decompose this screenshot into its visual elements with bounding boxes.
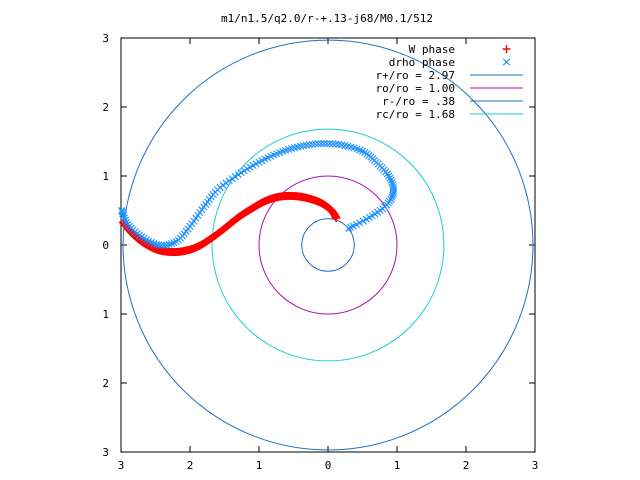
drho-phase-marker (332, 140, 340, 148)
y-tick-label: 1 (102, 308, 109, 321)
y-tick-label: 2 (102, 377, 109, 390)
drho-phase-marker (387, 176, 395, 184)
y-tick-label: 3 (102, 446, 109, 459)
drho-phase-marker (305, 141, 313, 149)
drho-phase-marker (311, 140, 319, 148)
drho-phase-marker (314, 140, 322, 148)
drho-phase-marker (120, 214, 128, 222)
drho-phase-marker (122, 218, 131, 226)
drho-phase-marker (345, 224, 353, 233)
drho-phase-marker (228, 175, 236, 183)
drho-phase-marker (118, 206, 126, 215)
drho-phase-marker (323, 139, 331, 148)
y-tick-label: 3 (102, 32, 109, 45)
y-tick-label: 1 (102, 170, 109, 183)
reference-circle (122, 39, 534, 451)
drho-phase-marker (388, 178, 396, 187)
drho-phase-marker (225, 177, 233, 185)
data-markers (118, 139, 398, 257)
x-tick-label: 1 (394, 459, 401, 472)
drho-phase-marker (231, 173, 239, 181)
x-tick-label: 2 (463, 459, 470, 472)
reference-circles (122, 39, 534, 451)
legend-marker (502, 45, 511, 53)
drho-phase-marker (338, 141, 346, 149)
x-tick-label: 1 (256, 459, 263, 472)
legend-label: drho phase (389, 56, 455, 69)
drho-phase-marker (317, 139, 325, 148)
drho-phase-marker (388, 193, 396, 201)
reference-circle (301, 218, 355, 272)
drho-phase-marker (119, 211, 128, 220)
legend-label: W phase (409, 43, 455, 56)
x-tick-label: 2 (187, 459, 194, 472)
x-tick-label: 3 (118, 459, 125, 472)
drho-phase-marker (329, 140, 337, 148)
drho-phase-marker (320, 139, 328, 148)
x-tick-label: 0 (325, 459, 332, 472)
legend-label: rc/ro = 1.68 (376, 108, 455, 121)
drho-phase-marker (359, 217, 367, 225)
drho-phase-marker (308, 140, 316, 148)
drho-phase-marker (387, 195, 395, 203)
chart-title: m1/n1.5/q2.0/r-+.13-j68/M0.1/512 (221, 12, 433, 25)
x-tick-label: 3 (532, 459, 539, 472)
drho-phase-marker (121, 216, 129, 224)
drho-phase-marker (352, 220, 360, 229)
y-tick-label: 0 (102, 239, 109, 252)
drho-phase-marker (152, 240, 161, 249)
drho-phase-marker (155, 241, 163, 249)
reference-circle (258, 175, 398, 315)
legend-label: r-/ro = .38 (382, 95, 455, 108)
drho-phase-marker (170, 239, 178, 247)
drho-phase-marker (335, 140, 343, 149)
legend-label: r+/ro = 2.97 (376, 69, 455, 82)
drho-phase-marker (356, 219, 364, 227)
drho-phase-marker (326, 140, 334, 148)
legend-marker (502, 58, 511, 66)
legend-label: ro/ro = 1.00 (376, 82, 455, 95)
drho-phase-marker (389, 183, 397, 191)
reference-circle (211, 128, 445, 362)
drho-phase-marker (386, 174, 394, 182)
y-tick-label: 2 (102, 101, 109, 114)
drho-phase-marker (389, 181, 397, 189)
